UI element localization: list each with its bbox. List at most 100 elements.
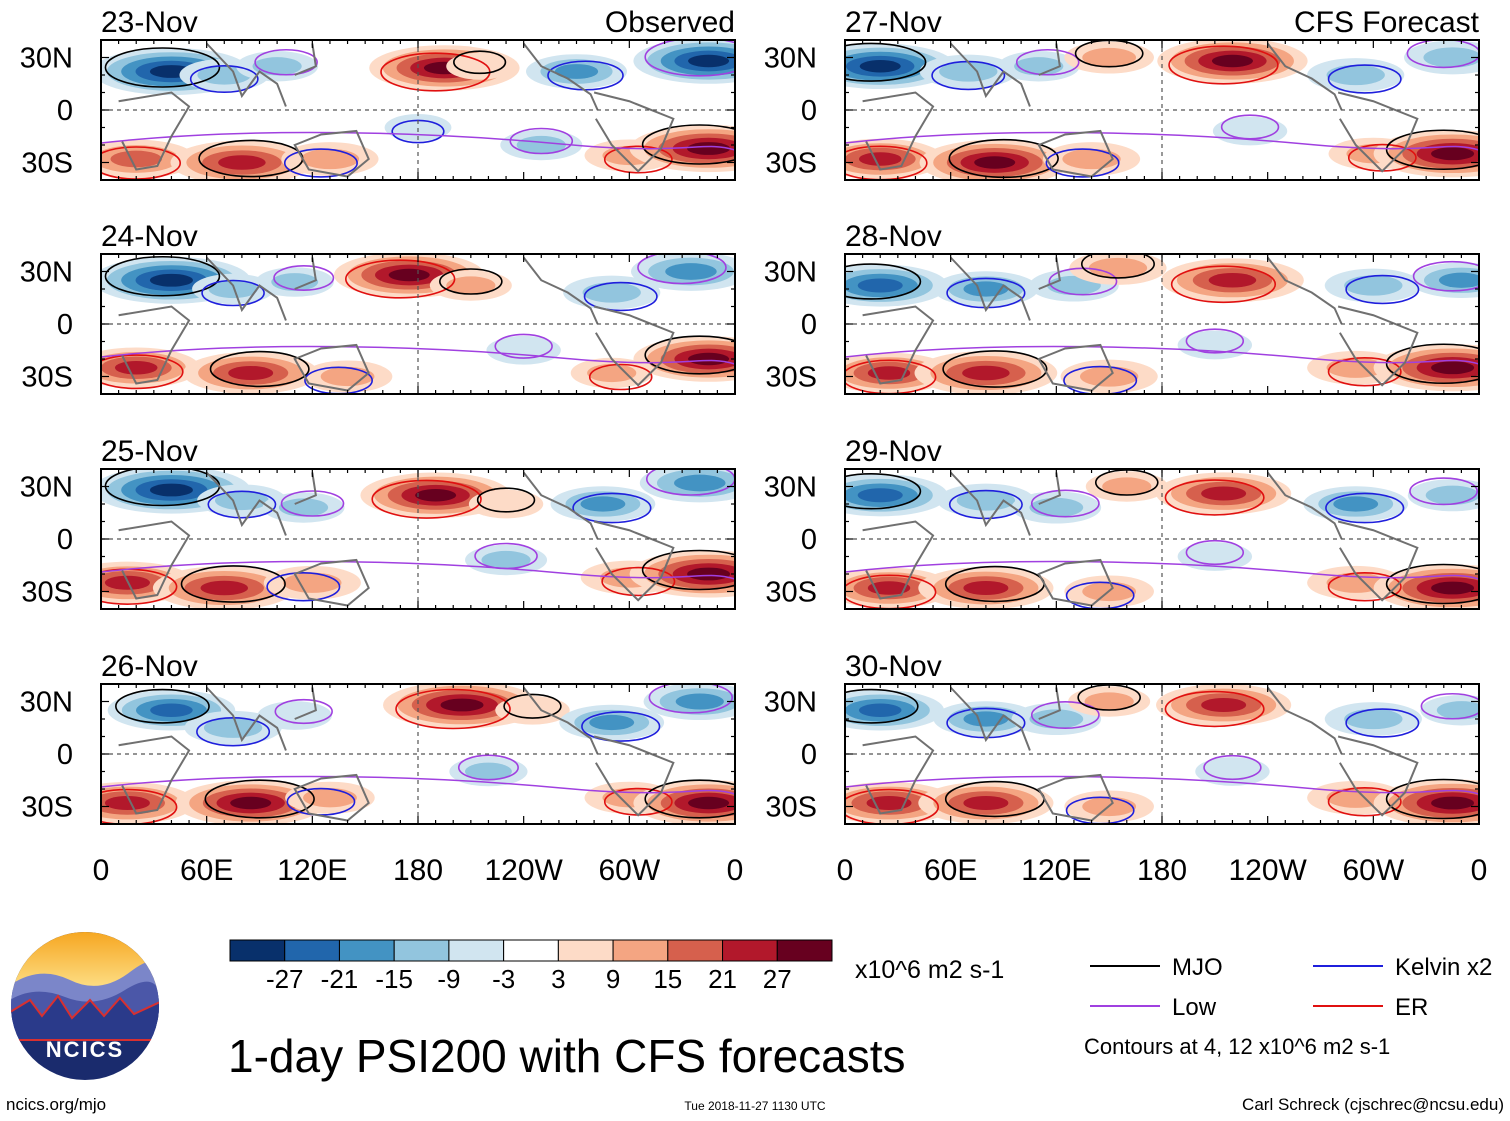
- contour-mjo: [1385, 778, 1479, 820]
- coastline: [1337, 91, 1419, 173]
- contour-kelvin-x2: [1345, 274, 1420, 305]
- y-tick-label: 30N: [764, 43, 817, 75]
- x-tick-label: 60W: [598, 854, 660, 887]
- y-tick-label: 0: [57, 524, 73, 556]
- x-tick-label: 0: [1471, 854, 1488, 887]
- psi-anomaly-shade: [1201, 697, 1247, 713]
- psi-anomaly-shade: [1201, 486, 1247, 501]
- coastline: [593, 735, 675, 817]
- coastline: [522, 471, 599, 540]
- contour-low: [101, 560, 735, 580]
- coastline: [949, 42, 1031, 107]
- psi-anomaly-shade: [1333, 496, 1379, 512]
- y-tick-label: 30S: [765, 792, 817, 824]
- contour-low: [1030, 700, 1100, 729]
- psi-anomaly-shade: [963, 795, 1009, 811]
- contour-low: [274, 698, 333, 725]
- coastline: [293, 129, 370, 178]
- psi-anomaly-shade: [149, 273, 193, 287]
- coastline: [1266, 471, 1343, 540]
- map-panel: 30N 0 30S 24-Nov: [20, 220, 736, 395]
- contour-mjo: [1080, 254, 1155, 279]
- psi-anomaly-shade: [665, 263, 717, 280]
- contour-low: [845, 560, 1479, 580]
- y-tick-label: 0: [57, 95, 73, 127]
- psi-anomaly-shade: [1102, 477, 1152, 496]
- coastline: [522, 42, 599, 111]
- y-tick-label: 30S: [21, 792, 73, 824]
- coastline: [1266, 256, 1343, 325]
- coastline: [1038, 257, 1061, 290]
- contour-kelvin-x2: [948, 489, 1023, 520]
- psi-anomaly-shade: [150, 703, 193, 717]
- colorbar-swatch: [612, 939, 669, 962]
- x-tick-label: 60E: [924, 854, 977, 887]
- psi-anomaly-shade: [1431, 581, 1475, 595]
- contour-low: [648, 684, 733, 714]
- panel-date: 26-Nov: [101, 650, 198, 683]
- colorbar-tick-label: 9: [606, 964, 620, 994]
- column-label: Observed: [605, 6, 735, 39]
- contour-mjo: [1385, 563, 1479, 605]
- contour-low: [101, 131, 735, 151]
- psi-anomaly-shade: [857, 488, 903, 503]
- footer-url: ncics.org/mjo: [6, 1095, 106, 1114]
- contour-low: [254, 48, 318, 76]
- x-tick-label: 120E: [1021, 854, 1091, 887]
- psi-anomaly-shade: [218, 155, 266, 170]
- y-tick-label: 30N: [20, 687, 73, 719]
- colorbar-swatch: [776, 939, 833, 962]
- coastline: [1037, 129, 1114, 178]
- psi-anomaly-shade: [1211, 54, 1253, 68]
- coastline: [862, 305, 935, 385]
- psi-anomaly-shade: [1084, 692, 1134, 711]
- logo-text: NCICS: [46, 1037, 124, 1062]
- contour-mjo: [1385, 343, 1479, 385]
- psi-anomaly-shade: [440, 698, 484, 712]
- coastline: [1337, 305, 1419, 387]
- colorbar-swatch: [557, 939, 614, 962]
- contour-er: [845, 788, 940, 824]
- psi-anomaly-shade: [110, 150, 162, 168]
- column-label: CFS Forecast: [1294, 6, 1480, 39]
- psi-anomaly-shade: [1431, 147, 1475, 161]
- colorbar-tick-label: 15: [653, 964, 682, 994]
- psi-anomaly-shade: [962, 365, 1010, 381]
- coastline: [862, 91, 935, 171]
- contour-mjo: [845, 688, 919, 724]
- ncics-logo: NCICS: [11, 932, 159, 1080]
- map-panel: 30N 0 30S 26-Nov: [20, 650, 736, 825]
- psi-anomaly-shade: [1431, 361, 1475, 375]
- contour-low: [1203, 754, 1262, 781]
- contour-mjo: [476, 487, 536, 513]
- contour-mjo: [644, 335, 735, 375]
- psi-anomaly-shade: [1029, 497, 1084, 518]
- contour-mjo: [104, 255, 221, 297]
- contour-low: [1406, 40, 1479, 69]
- x-tick-label: 0: [93, 854, 110, 887]
- psi-anomaly-shade: [858, 703, 902, 717]
- colorbar: -27 -21 -15 -9 -3 3 9 15 21 27: [229, 939, 833, 994]
- y-tick-label: 30S: [765, 148, 817, 180]
- y-tick-label: 30N: [764, 257, 817, 289]
- psi-anomaly-shade: [257, 701, 332, 730]
- coastline: [293, 773, 370, 822]
- legend-label: ER: [1395, 994, 1428, 1021]
- y-tick-label: 30N: [20, 257, 73, 289]
- x-tick-label: 120E: [277, 854, 347, 887]
- x-tick-label: 120W: [1228, 854, 1307, 887]
- y-tick-label: 30N: [20, 472, 73, 504]
- panel-date: 29-Nov: [845, 435, 942, 468]
- contour-low: [1420, 692, 1479, 720]
- contour-kelvin-x2: [1325, 492, 1405, 524]
- contour-kelvin-x2: [1327, 64, 1402, 94]
- colorbar-tick-label: -21: [321, 964, 359, 994]
- psi-anomaly-shade: [554, 64, 599, 79]
- y-tick-label: 0: [801, 95, 817, 127]
- contour-mjo: [1385, 129, 1479, 171]
- coastline: [522, 256, 599, 325]
- psi-anomaly-shade: [1423, 47, 1479, 68]
- coastline: [205, 42, 287, 107]
